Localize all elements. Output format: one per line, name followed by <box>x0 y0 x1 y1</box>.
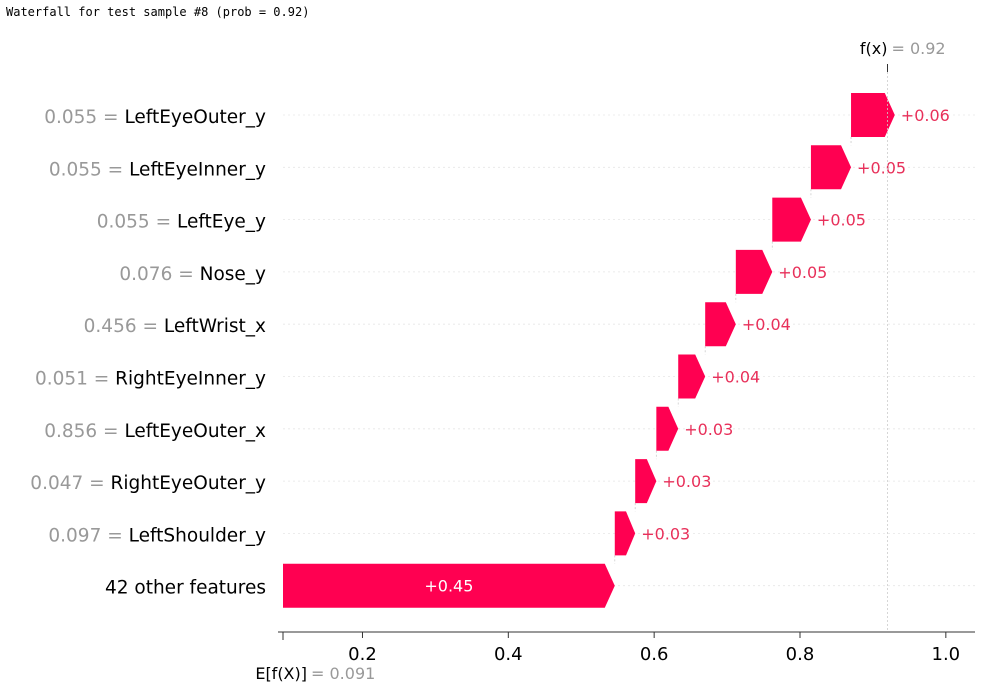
feature-name: LeftEye_y <box>177 212 266 233</box>
feature-value: 0.055 = <box>44 107 124 128</box>
feature-name: LeftWrist_x <box>164 316 266 337</box>
shap-bar <box>656 406 679 451</box>
x-tick-label: 0.6 <box>640 644 669 665</box>
feature-name: LeftEyeOuter_x <box>124 421 266 442</box>
feature-value: 0.856 = <box>44 421 124 442</box>
shap-bar <box>283 563 615 608</box>
feature-value: 0.097 = <box>48 525 128 546</box>
feature-label: 0.055 = LeftEyeInner_y <box>49 159 266 180</box>
shap-value-label: +0.06 <box>901 106 950 125</box>
figure-caption: Waterfall for test sample #8 (prob = 0.9… <box>6 5 310 19</box>
feature-value: 0.456 = <box>84 316 164 337</box>
shap-value-label: +0.05 <box>778 263 827 282</box>
base-label: E[f(X)] <box>255 664 307 683</box>
feature-label: 0.047 = RightEyeOuter_y <box>30 473 266 494</box>
base-value: = 0.091 <box>311 664 375 683</box>
x-tick-label: 0.2 <box>348 644 377 665</box>
output-label: f(x) <box>860 39 888 58</box>
shap-value-label: +0.05 <box>817 211 866 230</box>
feature-name: RightEyeInner_y <box>115 369 266 390</box>
output-value: = 0.92 <box>891 39 945 58</box>
feature-name: Nose_y <box>200 264 266 285</box>
shap-value-label: +0.04 <box>711 368 760 387</box>
feature-label: 0.456 = LeftWrist_x <box>84 316 266 337</box>
shap-bar <box>678 354 706 399</box>
feature-label: 42 other features <box>105 578 266 599</box>
shap-bar <box>851 93 895 137</box>
shap-value-label: +0.03 <box>641 524 690 543</box>
x-tick-label: 1.0 <box>932 644 961 665</box>
shap-bar <box>772 197 811 242</box>
x-axis: 0.2 0.4 0.6 0.8 1.0 <box>278 631 975 665</box>
feature-name: LeftShoulder_y <box>129 525 266 546</box>
shap-bar <box>635 459 657 504</box>
feature-label: 0.076 = Nose_y <box>119 264 266 285</box>
feature-name: LeftEyeInner_y <box>129 159 266 180</box>
feature-value: 0.076 = <box>119 264 199 285</box>
shap-bar <box>735 249 773 294</box>
feature-label: 0.856 = LeftEyeOuter_x <box>44 421 266 442</box>
feature-label: 0.055 = LeftEyeOuter_y <box>44 107 266 128</box>
shap-bar <box>705 302 736 347</box>
bars: +0.06 +0.05 +0.05 +0.05 +0.04 +0.04 +0.03 +0.03… <box>283 93 950 608</box>
feature-label: 0.055 = LeftEye_y <box>97 212 266 233</box>
feature-value: 0.055 = <box>97 212 177 233</box>
feature-value: 0.047 = <box>30 473 110 494</box>
feature-label: 0.097 = LeftShoulder_y <box>48 525 266 546</box>
shap-value-label: +0.05 <box>857 158 906 177</box>
shap-value-label: +0.03 <box>684 420 733 439</box>
gridlines <box>283 114 975 587</box>
feature-labels: 0.055 = LeftEyeOuter_y0.055 = LeftEyeInn… <box>30 107 266 599</box>
feature-label: 0.051 = RightEyeInner_y <box>35 369 266 390</box>
shap-value-label: +0.04 <box>742 315 791 334</box>
feature-value: 0.051 = <box>35 369 115 390</box>
shap-bar <box>614 511 636 556</box>
feature-name: RightEyeOuter_y <box>111 473 267 494</box>
shap-value-label: +0.03 <box>662 472 711 491</box>
shap-value-label: +0.45 <box>424 577 473 596</box>
shap-bar <box>810 145 852 190</box>
feature-name: LeftEyeOuter_y <box>124 107 266 128</box>
annotations: f(x) = 0.92 E[f(X)] = 0.091 <box>255 39 945 683</box>
x-tick-label: 0.8 <box>786 644 815 665</box>
feature-value: 0.055 = <box>49 159 129 180</box>
x-tick-label: 0.4 <box>494 644 523 665</box>
feature-name: 42 other features <box>105 578 266 599</box>
